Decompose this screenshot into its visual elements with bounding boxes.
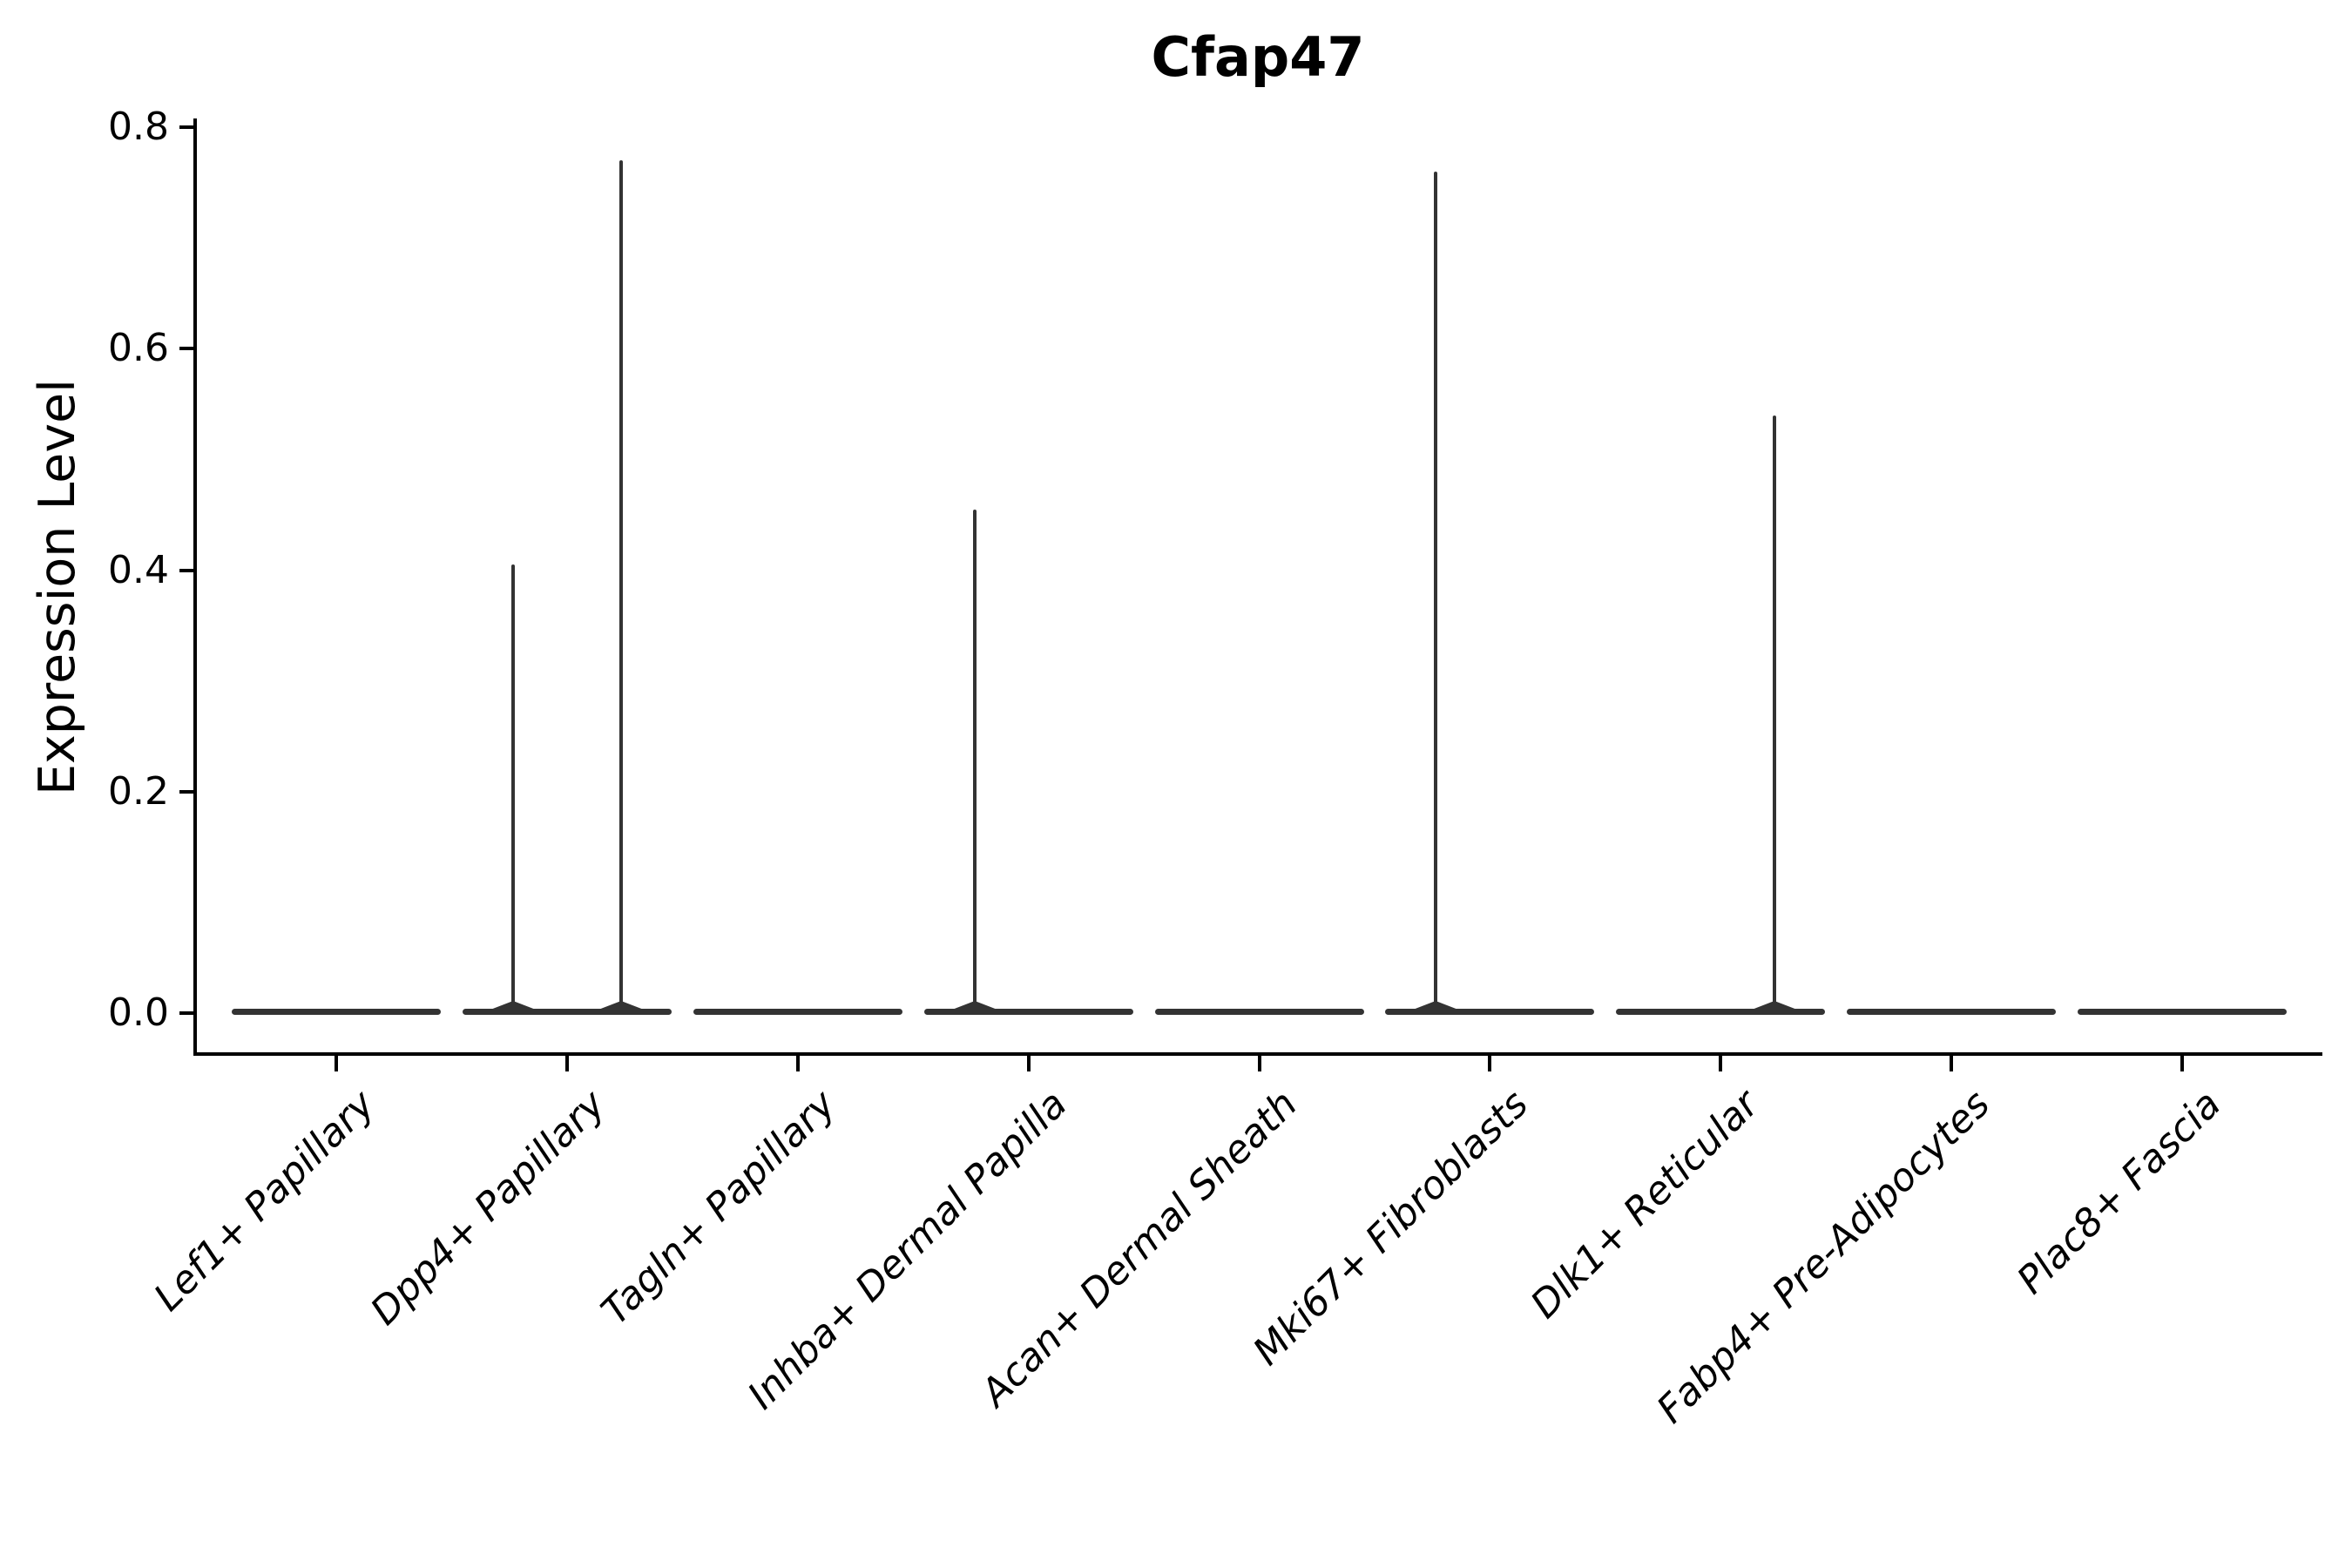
plot-title: Cfap47 — [1151, 25, 1365, 89]
violin-body — [1385, 1009, 1595, 1015]
violin-spike — [972, 509, 977, 1011]
y-tick — [179, 568, 193, 572]
violin-body — [693, 1009, 902, 1015]
violin-body — [232, 1009, 441, 1015]
x-tick — [2180, 1056, 2184, 1071]
y-tick — [179, 789, 193, 794]
x-axis-spine — [193, 1052, 2322, 1056]
x-tick-label: Plac8+ Fascia — [2008, 1082, 2230, 1303]
y-tick-label: 0.8 — [108, 105, 169, 150]
violin-body — [2078, 1009, 2287, 1015]
y-tick — [179, 125, 193, 130]
y-tick — [179, 1011, 193, 1015]
x-tick — [795, 1056, 800, 1071]
violin-body — [923, 1009, 1133, 1015]
y-axis-spine — [193, 118, 197, 1056]
x-tick-label: Lef1+ Papillary — [145, 1082, 384, 1321]
violin-body — [1616, 1009, 1826, 1015]
violin-spike — [1773, 415, 1777, 1011]
x-tick-label: Dlk1+ Reticular — [1522, 1082, 1768, 1328]
violin-spike — [618, 160, 623, 1011]
violin-body — [1847, 1009, 2057, 1015]
violin-spike — [510, 564, 515, 1011]
y-tick-label: 0.4 — [108, 547, 169, 592]
x-tick — [1719, 1056, 1723, 1071]
y-tick-label: 0.0 — [108, 990, 169, 1035]
x-tick — [1950, 1056, 1954, 1071]
x-tick — [335, 1056, 338, 1071]
x-tick — [1257, 1056, 1261, 1071]
x-tick — [564, 1056, 569, 1071]
x-tick — [1488, 1056, 1492, 1071]
y-tick-label: 0.6 — [108, 326, 169, 371]
x-tick-label: Dpp4+ Papillary — [362, 1082, 614, 1335]
violin-body — [1154, 1009, 1364, 1015]
y-tick-label: 0.2 — [108, 768, 169, 814]
y-tick — [179, 347, 193, 351]
violin-spike — [1434, 172, 1438, 1011]
violin-body — [462, 1009, 672, 1015]
x-tick-label: Tagln+ Papillary — [593, 1082, 845, 1334]
x-tick — [1026, 1056, 1031, 1071]
